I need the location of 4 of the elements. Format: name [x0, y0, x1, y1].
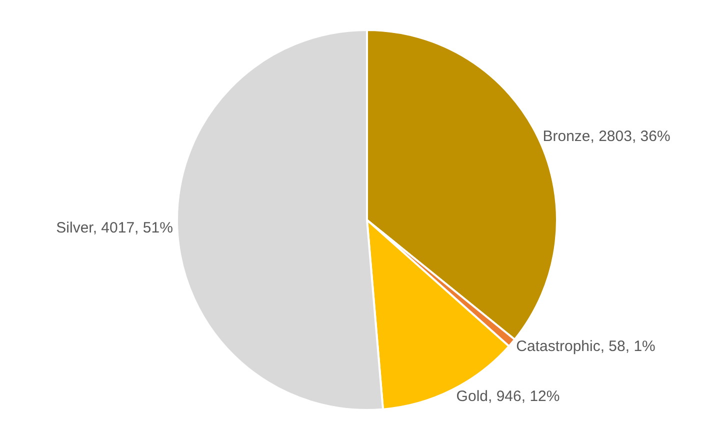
slice-label: Catastrophic, 58, 1%	[516, 338, 656, 355]
slice-label: Silver, 4017, 51%	[56, 220, 173, 237]
slice-label: Gold, 946, 12%	[456, 388, 560, 406]
slice-label: Bronze, 2803, 36%	[542, 128, 670, 146]
